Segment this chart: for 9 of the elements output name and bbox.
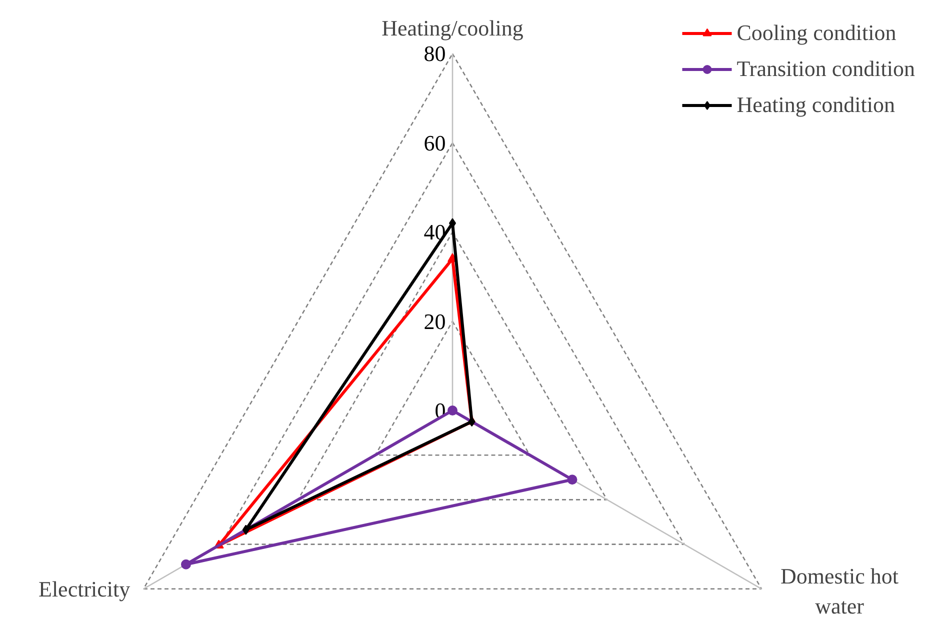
legend-label: Heating condition	[736, 92, 895, 118]
spoke-label: Electricity	[38, 576, 130, 602]
y-tick-label: 20	[424, 308, 446, 334]
legend-label: Cooling condition	[736, 20, 896, 46]
y-tick-label: 80	[424, 41, 446, 66]
y-tick-label: 60	[424, 130, 446, 156]
spoke-label: Heating/cooling	[382, 15, 524, 40]
spoke-label: Domestic hot water	[780, 563, 898, 618]
legend-label: Transition condition	[736, 56, 915, 82]
